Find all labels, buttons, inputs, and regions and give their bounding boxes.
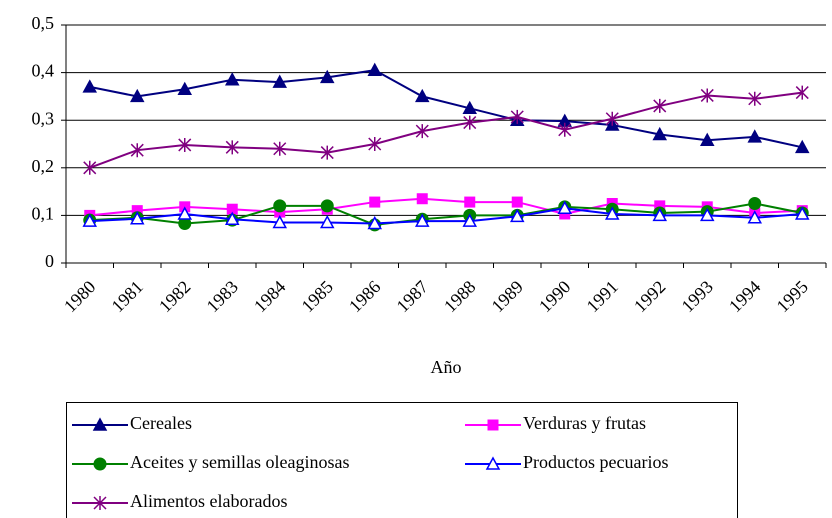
marker — [748, 91, 762, 106]
marker — [699, 132, 715, 146]
marker — [177, 206, 193, 220]
y-tick-label: 0,2 — [32, 156, 55, 176]
series-line — [89, 197, 803, 217]
series-line — [89, 91, 803, 169]
legend-label: Alimentos elaborados — [130, 491, 287, 511]
marker — [487, 419, 499, 431]
x-tick-label: 1987 — [392, 277, 432, 317]
y-tick-label: 0 — [45, 251, 54, 271]
marker — [319, 214, 335, 229]
series-line — [89, 69, 803, 149]
marker — [414, 88, 430, 103]
marker — [794, 139, 810, 154]
legend-box — [66, 402, 738, 518]
marker — [653, 98, 667, 113]
legend-label: Verduras y frutas — [523, 413, 646, 433]
x-tick-label: 1995 — [772, 277, 812, 317]
x-tick-label: 1981 — [107, 277, 147, 317]
y-tick-label: 0,5 — [32, 13, 55, 33]
marker — [795, 85, 809, 100]
marker — [699, 207, 715, 222]
marker — [129, 88, 145, 103]
marker — [130, 143, 144, 158]
x-axis-label: Año — [431, 357, 462, 377]
marker — [368, 137, 382, 151]
marker — [485, 456, 501, 470]
marker — [367, 62, 383, 76]
marker — [82, 79, 98, 93]
marker — [177, 81, 193, 96]
marker — [510, 109, 524, 124]
marker — [747, 129, 763, 143]
marker — [558, 122, 572, 137]
x-tick-label: 1991 — [582, 277, 622, 317]
marker — [700, 88, 714, 103]
x-tick-label: 1992 — [630, 277, 670, 317]
marker — [272, 214, 288, 229]
marker — [414, 213, 430, 227]
marker — [369, 196, 381, 208]
x-tick-label: 1989 — [487, 277, 527, 317]
series-line — [89, 207, 803, 225]
x-tick-label: 1983 — [202, 277, 242, 317]
marker — [511, 196, 523, 208]
marker — [225, 140, 239, 155]
y-tick-label: 0,3 — [32, 108, 55, 128]
series-line — [89, 202, 803, 226]
marker — [129, 211, 145, 225]
marker — [273, 141, 287, 156]
marker — [464, 196, 476, 208]
x-tick-label: 1982 — [155, 277, 195, 317]
marker — [319, 69, 335, 84]
marker — [509, 208, 525, 223]
legend-label: Productos pecuarios — [523, 452, 668, 472]
marker — [652, 207, 668, 222]
x-tick-label: 1993 — [677, 277, 717, 317]
marker — [604, 206, 620, 220]
x-tick-label: 1994 — [725, 277, 765, 317]
x-tick-label: 1986 — [345, 277, 385, 317]
y-tick-label: 0,1 — [32, 204, 55, 224]
x-tick-label: 1984 — [250, 277, 290, 317]
legend-label: Cereales — [130, 413, 192, 433]
marker — [272, 74, 288, 88]
marker — [320, 145, 334, 160]
marker — [557, 200, 573, 215]
marker — [415, 124, 429, 139]
marker — [93, 457, 107, 471]
marker — [747, 210, 763, 224]
marker — [320, 199, 334, 213]
x-tick-label: 1988 — [440, 277, 480, 317]
x-tick-label: 1990 — [535, 277, 575, 317]
marker — [224, 72, 240, 86]
marker — [82, 213, 98, 227]
marker — [83, 160, 97, 175]
marker — [463, 115, 477, 130]
marker — [794, 206, 810, 220]
marker — [462, 213, 478, 227]
marker — [652, 126, 668, 141]
x-tick-label: 1980 — [60, 277, 100, 317]
marker — [224, 211, 240, 225]
marker — [462, 100, 478, 115]
x-tick-label: 1985 — [297, 277, 337, 317]
marker — [605, 111, 619, 126]
marker — [367, 215, 383, 230]
marker — [93, 496, 107, 510]
marker — [178, 137, 192, 152]
marker — [416, 193, 428, 205]
marker — [92, 417, 108, 431]
marker — [273, 199, 287, 213]
legend-label: Aceites y semillas oleaginosas — [130, 452, 349, 472]
marker — [748, 197, 762, 210]
y-tick-label: 0,4 — [32, 61, 55, 81]
